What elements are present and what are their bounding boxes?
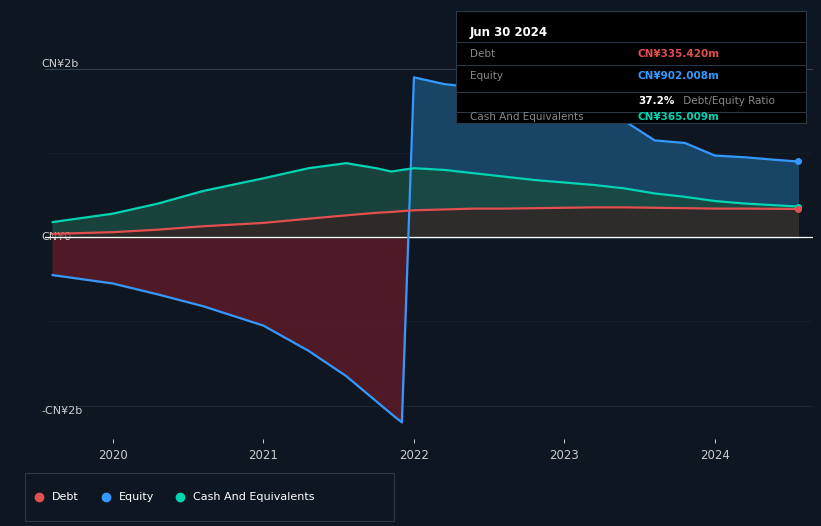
Text: CN¥365.009m: CN¥365.009m	[638, 113, 720, 123]
Text: -CN¥2b: -CN¥2b	[41, 406, 83, 416]
Text: Debt: Debt	[470, 48, 495, 58]
Text: CN¥335.420m: CN¥335.420m	[638, 48, 720, 58]
Text: 37.2%: 37.2%	[638, 96, 674, 106]
Text: Jun 30 2024: Jun 30 2024	[470, 26, 548, 38]
Text: CN¥0: CN¥0	[41, 232, 71, 242]
Text: Equity: Equity	[119, 492, 154, 502]
Text: Debt/Equity Ratio: Debt/Equity Ratio	[680, 96, 775, 106]
Text: Equity: Equity	[470, 71, 502, 81]
Text: Cash And Equivalents: Cash And Equivalents	[193, 492, 314, 502]
Text: CN¥902.008m: CN¥902.008m	[638, 71, 720, 81]
Text: Cash And Equivalents: Cash And Equivalents	[470, 113, 583, 123]
Text: CN¥2b: CN¥2b	[41, 59, 79, 69]
Text: Debt: Debt	[53, 492, 79, 502]
